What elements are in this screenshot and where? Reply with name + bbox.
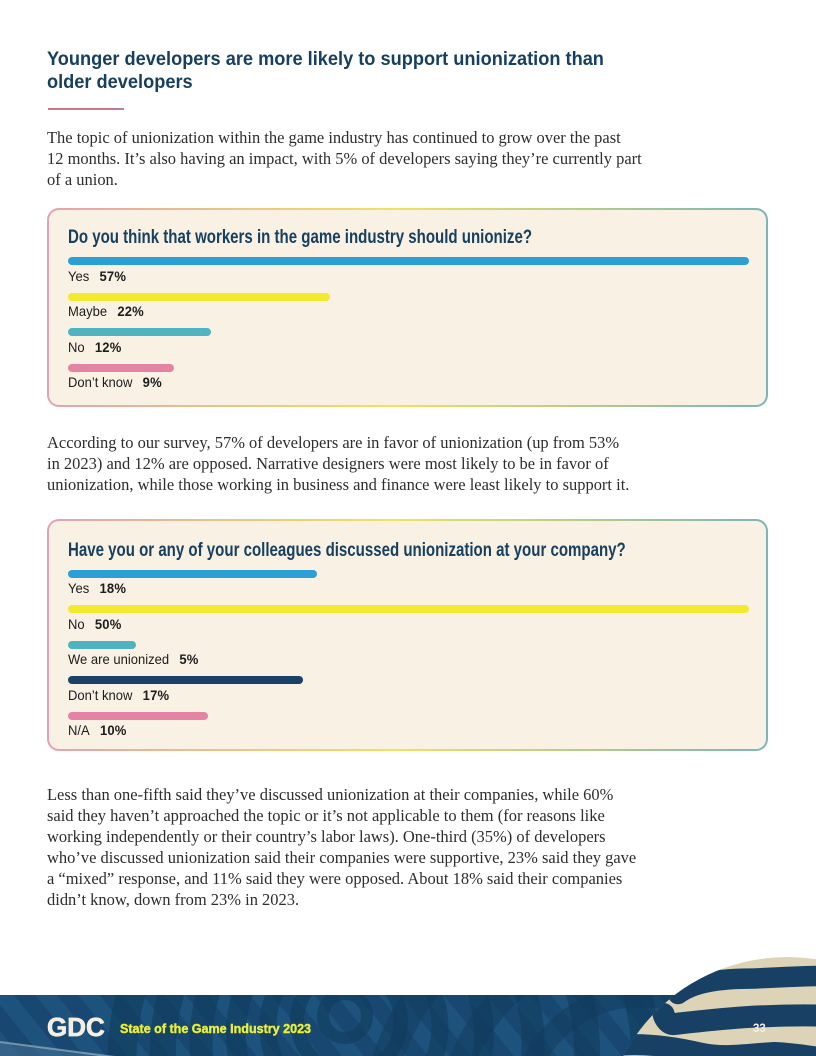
svg-text:33: 33	[753, 1023, 766, 1035]
